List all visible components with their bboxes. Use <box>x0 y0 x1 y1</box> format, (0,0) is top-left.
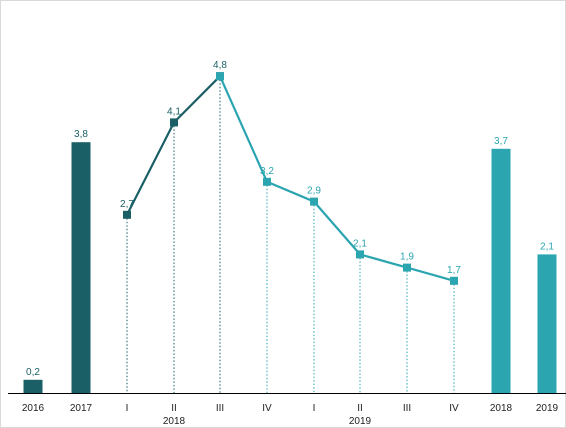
bar-label-2016: 0,2 <box>26 367 40 378</box>
point-label: 2,7 <box>120 199 134 210</box>
bar-label-2018: 3,7 <box>494 136 508 147</box>
bar-2017 <box>71 142 91 393</box>
point-label: 1,7 <box>447 265 461 276</box>
x-tick-label: 2018 <box>490 403 513 414</box>
point-label: 1,9 <box>400 252 414 263</box>
point-label: 4,1 <box>167 106 181 117</box>
drop-lines <box>126 76 455 393</box>
x-tick-label: I <box>313 403 316 414</box>
bar-label-2017: 3,8 <box>74 129 88 140</box>
x-tick-labels: 2016 2017 I II III IV I II III IV 2018 2019 <box>22 403 559 414</box>
x-tick-label: II <box>357 403 363 414</box>
point-label: 2,1 <box>353 238 367 249</box>
points <box>123 72 458 285</box>
point-marker <box>310 197 318 206</box>
bar-2019 <box>537 254 557 393</box>
point-label: 3,2 <box>260 166 274 177</box>
x-tick-label: II <box>171 403 177 414</box>
x-tick-label: IV <box>449 403 459 414</box>
x-tick-label: 2017 <box>70 403 93 414</box>
point-marker <box>263 177 271 186</box>
point-marker <box>450 276 458 285</box>
point-label: 4,8 <box>213 60 227 71</box>
data-labels: 0,2 3,8 3,7 2,1 2,7 4,1 4,8 3,2 2,9 2,1 1,9 1,7 <box>26 60 554 378</box>
point-marker <box>123 210 131 219</box>
point-label: 2,9 <box>307 186 321 197</box>
x-tick-label: I <box>126 403 129 414</box>
point-marker <box>403 263 411 272</box>
point-marker <box>356 250 364 259</box>
bars <box>23 142 557 393</box>
x-tick-label: III <box>403 403 411 414</box>
bar-2016 <box>23 379 43 393</box>
point-marker <box>170 118 178 127</box>
x-group-label: 2018 <box>163 416 186 427</box>
point-marker <box>216 72 224 81</box>
bar-2018 <box>491 148 511 393</box>
x-tick-label: III <box>216 403 224 414</box>
x-tick-label: 2016 <box>22 403 45 414</box>
x-group-labels: 2018 2019 <box>163 416 372 427</box>
x-tick-label: 2019 <box>536 403 559 414</box>
x-tick-label: IV <box>262 403 272 414</box>
x-group-label: 2019 <box>349 416 372 427</box>
bar-label-2019: 2,1 <box>540 241 554 252</box>
series-line-2 <box>218 75 455 282</box>
